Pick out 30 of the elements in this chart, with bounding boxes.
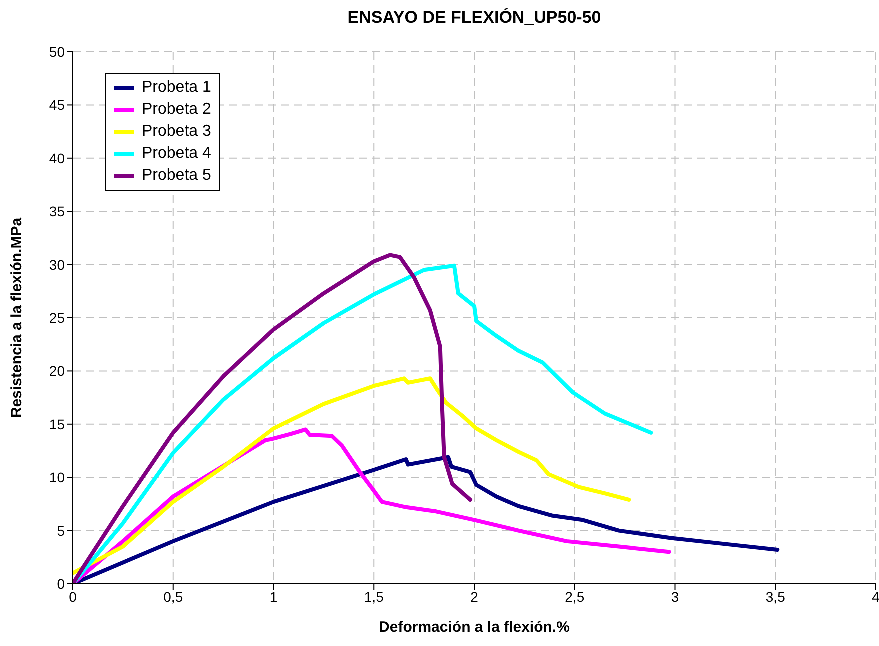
line-series — [73, 253, 472, 584]
y-tick-label: 10 — [49, 470, 66, 486]
x-axis-title: Deformación a la flexión.% — [379, 619, 570, 636]
line-series — [73, 264, 654, 584]
y-tick-label: 50 — [49, 44, 66, 60]
x-tick-label: 1,5 — [364, 588, 384, 605]
legend-label: Probeta 1 — [142, 78, 212, 98]
x-tick-label: 1 — [270, 588, 278, 605]
x-tick-label: 2,5 — [565, 588, 585, 605]
x-tick-label: 3 — [671, 588, 680, 605]
y-tick-label: 30 — [49, 256, 66, 273]
y-tick-label: 0 — [57, 576, 66, 592]
y-tick-label: 20 — [49, 363, 66, 380]
legend-label: Probeta 2 — [142, 100, 212, 120]
x-tick-label: 3,5 — [766, 588, 786, 605]
x-tick-label: 0 — [69, 588, 78, 605]
legend-label: Probeta 3 — [142, 122, 212, 142]
y-tick-label: 25 — [49, 310, 66, 326]
x-tick-label: 0,5 — [164, 588, 184, 605]
y-tick-label: 35 — [49, 204, 66, 220]
y-tick-label: 15 — [49, 416, 66, 432]
y-tick-label: 45 — [49, 97, 66, 114]
x-tick-label: 2 — [470, 588, 479, 605]
legend-label: Probeta 4 — [142, 144, 212, 164]
legend-label: Probeta 5 — [142, 166, 212, 186]
y-tick-label: 5 — [57, 522, 66, 539]
y-tick-label: 40 — [49, 150, 66, 166]
line-series — [73, 376, 632, 576]
chart-title: ENSAYO DE FLEXIÓN_UP50-50 — [346, 8, 602, 28]
y-axis-title: Resistencia a la flexión.MPa — [8, 217, 26, 418]
